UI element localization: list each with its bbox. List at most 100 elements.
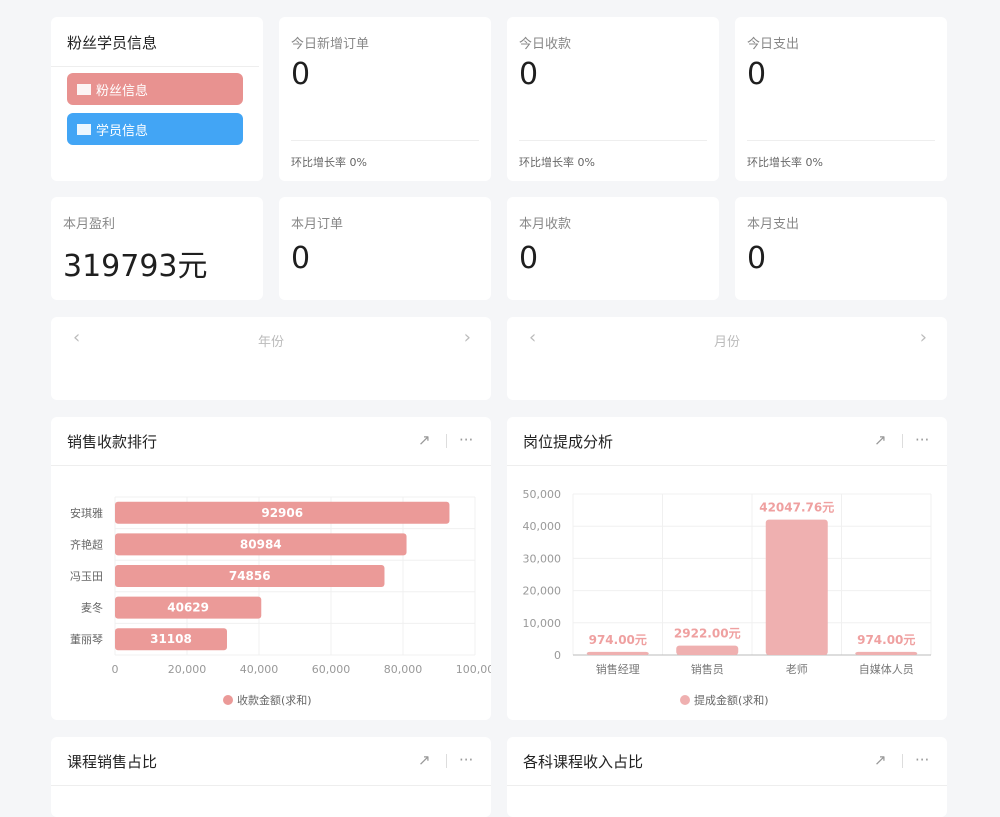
- bar-value-label: 974.00元: [857, 633, 915, 647]
- divider: [747, 140, 935, 141]
- y-category-label: 安琪雅: [70, 506, 103, 520]
- bar: [676, 645, 739, 655]
- divider: [507, 785, 947, 786]
- x-tick-label: 20,000: [168, 663, 207, 676]
- commission-chart: 0 10,000 20,000 30,000 40,000 50,000 974.00元销售…: [523, 488, 932, 707]
- next-month-button[interactable]: ›: [919, 327, 927, 348]
- x-category-label: 销售经理: [596, 662, 640, 676]
- open-external-icon[interactable]: ↗: [874, 751, 887, 769]
- x-category-label: 老师: [786, 663, 808, 676]
- stat-label: 本月收款: [519, 217, 572, 232]
- x-category-label: 自媒体人员: [859, 662, 914, 676]
- fans-student-panel: 粉丝学员信息 粉丝信息 学员信息: [51, 17, 263, 181]
- x-tick-label: 40,000: [240, 663, 279, 676]
- stat-label: 本月盈利: [63, 217, 116, 232]
- stat-value: 0: [291, 241, 311, 276]
- bar-value-label: 92906: [261, 506, 303, 520]
- growth-rate: 环比增长率 0%: [291, 156, 367, 169]
- panel-title: 岗位提成分析: [523, 433, 614, 451]
- stat-value: 0: [519, 241, 539, 276]
- divider: [446, 434, 447, 448]
- bar: [855, 651, 918, 655]
- divider: [902, 434, 903, 448]
- month-picker: ‹ 月份 ›: [507, 317, 947, 400]
- x-tick-label: 80,000: [384, 663, 423, 676]
- open-external-icon[interactable]: ↗: [874, 431, 887, 449]
- y-tick-label: 50,000: [523, 488, 562, 501]
- x-tick-label: 60,000: [312, 663, 351, 676]
- sales-ranking-chart: 0 20,000 40,000 60,000 80,000 100,00 安琪雅 92906 齐…: [70, 496, 491, 707]
- bar: [115, 628, 227, 651]
- more-icon[interactable]: ···: [915, 751, 930, 769]
- panel-title: 各科课程收入占比: [523, 753, 644, 771]
- bar: [115, 596, 262, 619]
- bar-value-label: 2922.00元: [674, 627, 741, 641]
- legend-label: 提成金额(求和): [694, 693, 769, 707]
- y-tick-label: 10,000: [523, 617, 562, 630]
- bar: [115, 533, 407, 556]
- year-picker: ‹ 年份 ›: [51, 317, 491, 400]
- y-tick-label: 30,000: [523, 552, 562, 565]
- panel-title: 销售收款排行: [67, 433, 158, 451]
- bar: [115, 565, 385, 587]
- legend-marker: [223, 695, 233, 705]
- stat-value: 0: [747, 241, 767, 276]
- button-label: 学员信息: [96, 123, 149, 139]
- divider: [51, 66, 259, 67]
- stat-label: 今日新增订单: [291, 37, 370, 52]
- y-tick-label: 0: [554, 649, 561, 662]
- bar-value-label: 974.00元: [589, 633, 647, 647]
- table-icon: [77, 123, 91, 135]
- divider: [51, 465, 491, 466]
- stat-label: 今日支出: [747, 37, 800, 52]
- commission-panel: 岗位提成分析 ↗ ··· 0 10,000 20,000 30,000 40,000 50…: [507, 417, 947, 720]
- panel-title: 课程销售占比: [67, 753, 158, 771]
- stat-value: 319793元: [63, 249, 208, 284]
- more-icon[interactable]: ···: [459, 751, 474, 769]
- y-category-label: 麦冬: [81, 601, 103, 615]
- divider: [507, 465, 947, 466]
- bar-value-label: 31108: [150, 632, 192, 646]
- stat-label: 本月订单: [291, 217, 344, 232]
- bar-value-label: 80984: [240, 537, 282, 551]
- divider: [519, 140, 707, 141]
- x-tick-label: 100,00: [456, 663, 491, 676]
- divider: [902, 754, 903, 768]
- y-category-label: 齐艳超: [70, 537, 103, 551]
- panel-title: 粉丝学员信息: [67, 34, 158, 52]
- y-tick-label: 40,000: [523, 520, 562, 533]
- prev-year-button[interactable]: ‹: [73, 327, 81, 348]
- more-icon[interactable]: ···: [459, 431, 474, 449]
- open-external-icon[interactable]: ↗: [418, 751, 431, 769]
- course-income-panel: 各科课程收入占比 ↗ ···: [507, 737, 947, 817]
- stat-card-month-orders: 本月订单 0: [279, 197, 491, 300]
- fans-info-button[interactable]: 粉丝信息: [67, 73, 243, 105]
- x-tick-label: 0: [112, 663, 119, 676]
- stat-label: 今日收款: [519, 37, 572, 52]
- stat-card-today-expense: 今日支出 0 环比增长率 0%: [735, 17, 947, 181]
- bar-value-label: 42047.76元: [759, 501, 834, 515]
- more-icon[interactable]: ···: [915, 431, 930, 449]
- y-category-label: 冯玉田: [70, 570, 103, 583]
- stat-label: 本月支出: [747, 217, 800, 232]
- course-sales-panel: 课程销售占比 ↗ ···: [51, 737, 491, 817]
- bar-value-label: 74856: [229, 569, 271, 583]
- divider: [51, 785, 491, 786]
- stat-value: 0: [747, 57, 767, 92]
- button-label: 粉丝信息: [96, 83, 149, 99]
- open-external-icon[interactable]: ↗: [418, 431, 431, 449]
- bar: [765, 519, 828, 655]
- next-year-button[interactable]: ›: [463, 327, 471, 348]
- growth-rate: 环比增长率 0%: [519, 156, 595, 169]
- sales-ranking-panel: 销售收款排行 ↗ ··· 0 20,000 40,000 60,000 80,000 10…: [51, 417, 491, 720]
- year-label: 年份: [257, 335, 284, 350]
- stat-card-month-expense: 本月支出 0: [735, 197, 947, 300]
- bar: [586, 651, 649, 655]
- month-label: 月份: [713, 335, 740, 350]
- prev-month-button[interactable]: ‹: [529, 327, 537, 348]
- student-info-button[interactable]: 学员信息: [67, 113, 243, 145]
- table-icon: [77, 83, 91, 95]
- stat-card-today-receipts: 今日收款 0 环比增长率 0%: [507, 17, 719, 181]
- stat-card-month-profit: 本月盈利 319793元: [51, 197, 263, 300]
- legend-label: 收款金额(求和): [237, 693, 312, 707]
